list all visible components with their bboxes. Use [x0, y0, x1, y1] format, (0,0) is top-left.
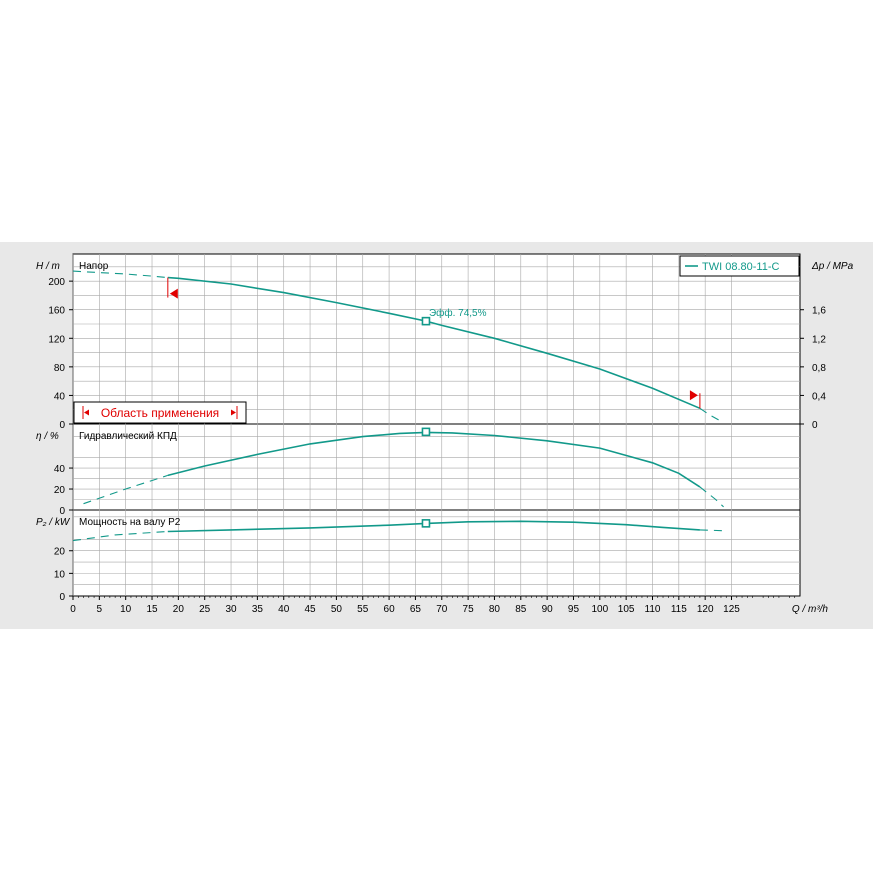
- duty-point-marker: [421, 316, 431, 326]
- y2-tick-label: 1,2: [812, 334, 826, 345]
- x-tick-label: 25: [199, 604, 211, 615]
- curve-power-dashed: [72, 530, 168, 542]
- x-tick-label: 50: [331, 604, 343, 615]
- duty-point-label: Эфф. 74,5%: [429, 307, 487, 319]
- x-tick-label: 120: [697, 604, 714, 615]
- legend-label: TWI 08.80-11-C: [702, 261, 779, 273]
- y-axis-label: P₂ / kW: [36, 517, 71, 528]
- range-box-left-arrow: [84, 409, 89, 416]
- x-tick-label: 125: [723, 604, 740, 615]
- duty-point-marker: [421, 427, 431, 437]
- x-tick-label: 65: [410, 604, 422, 615]
- x-tick-label: 20: [173, 604, 185, 615]
- panel-label: Напор: [79, 261, 109, 272]
- y-axis-label: η / %: [36, 431, 59, 442]
- curve-power-dashed: [699, 529, 727, 532]
- y-tick-label: 10: [54, 569, 66, 580]
- x-tick-label: 75: [463, 604, 475, 615]
- x-tick-label: 105: [618, 604, 635, 615]
- y-tick-label: 120: [48, 334, 65, 345]
- range-left-flag: [169, 288, 178, 299]
- x-tick-label: 45: [305, 604, 317, 615]
- y-tick-label: 160: [48, 306, 65, 317]
- x-tick-label: 90: [542, 604, 554, 615]
- panel-label: Гидравлический КПД: [79, 431, 177, 442]
- x-tick-label: 95: [568, 604, 580, 615]
- y2-tick-label: 0,4: [812, 391, 826, 402]
- pump-curve-chart: 0 5 10 15 20 25 30 35 40 45 50 55 60 65 70 75 80 85 90 95 10…: [0, 242, 873, 629]
- y-tick-label: 40: [54, 391, 66, 402]
- range-box-label: Область применения: [101, 406, 219, 420]
- x-tick-label: 40: [278, 604, 290, 615]
- y-tick-label: 20: [54, 547, 66, 558]
- x-tick-label: 60: [384, 604, 396, 615]
- x-tick-label: 80: [489, 604, 501, 615]
- x-tick-label: 55: [357, 604, 369, 615]
- x-axis-label: Q / m³/h: [792, 604, 829, 615]
- y2-tick-label: 0: [812, 420, 818, 431]
- x-tick-label: 10: [120, 604, 132, 615]
- y-tick-label: 80: [54, 363, 66, 374]
- chart-svg: 0 5 10 15 20 25 30 35 40 45 50 55 60 65 70 75 80 85 90 95 10…: [36, 253, 854, 615]
- curve-power-solid: [167, 520, 700, 533]
- range-box: [73, 401, 247, 424]
- x-tick-label: 35: [252, 604, 264, 615]
- y2-axis-label: Δp / MPa: [811, 261, 854, 272]
- x-tick-label: 70: [436, 604, 448, 615]
- curve-head-dashed: [72, 270, 168, 279]
- y-tick-label: 0: [59, 420, 65, 431]
- y-tick-label: 0: [59, 592, 65, 603]
- y-tick-label: 0: [59, 506, 65, 517]
- legend-box: [679, 255, 800, 277]
- range-right-flag: [689, 390, 698, 401]
- curve-head-dashed: [699, 407, 724, 424]
- x-tick-label: 100: [591, 604, 608, 615]
- x-tick-label: 0: [70, 604, 76, 615]
- panel-frame-efficiency: [72, 423, 801, 511]
- y-tick-label: 200: [48, 277, 65, 288]
- panel-label: Мощность на валу P2: [79, 517, 181, 528]
- y-tick-label: 40: [54, 464, 66, 475]
- x-tick-label: 30: [225, 604, 237, 615]
- curve-efficiency-dashed: [699, 486, 724, 508]
- y2-tick-label: 1,6: [812, 306, 826, 317]
- duty-point-marker: [421, 519, 431, 528]
- x-tick-label: 110: [645, 604, 661, 615]
- x-tick-label: 85: [515, 604, 527, 615]
- curve-efficiency-dashed: [83, 474, 168, 505]
- curve-efficiency-solid: [167, 431, 701, 488]
- x-tick-label: 5: [97, 604, 103, 615]
- y-tick-label: 20: [54, 485, 66, 496]
- y2-tick-label: 0,8: [812, 363, 826, 374]
- x-tick-label: 115: [671, 604, 687, 615]
- range-box-right-arrow: [231, 409, 236, 416]
- x-tick-label: 15: [146, 604, 158, 615]
- y-axis-label: H / m: [36, 261, 60, 272]
